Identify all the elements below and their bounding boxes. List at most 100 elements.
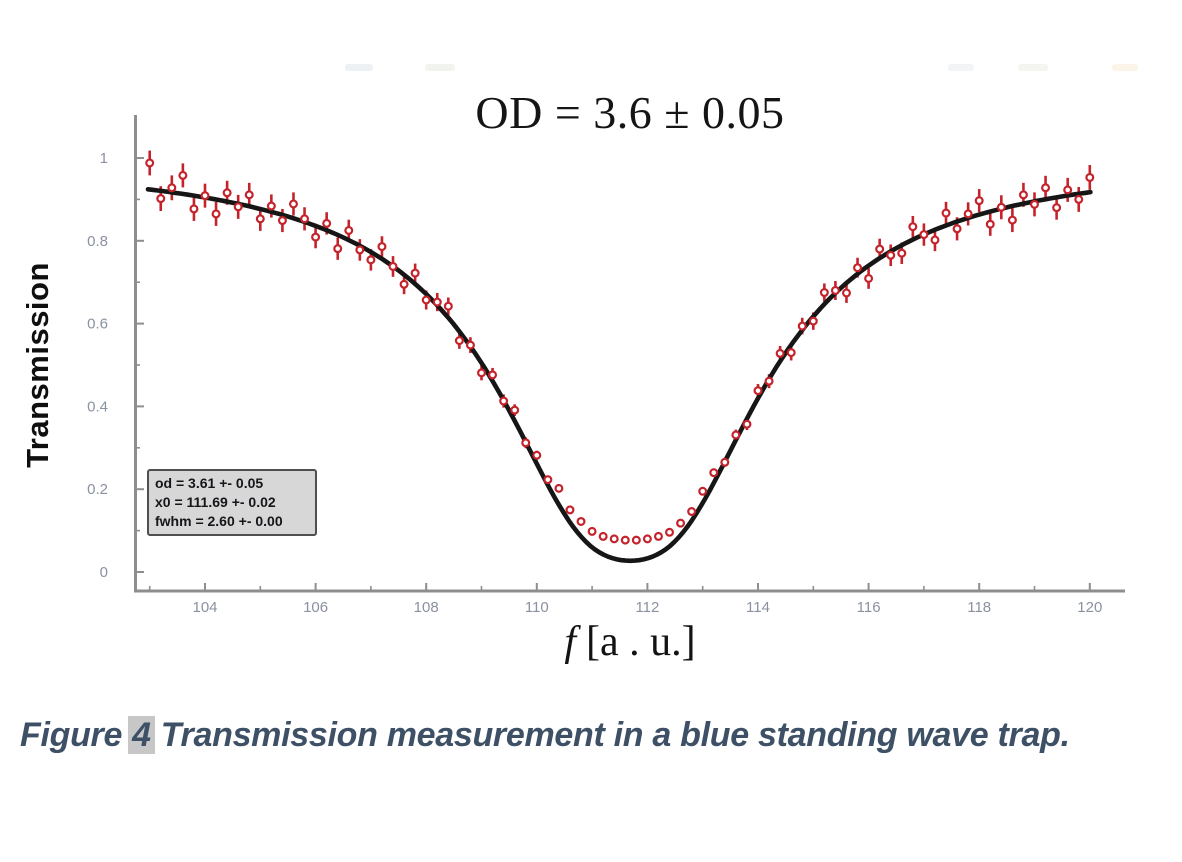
svg-text:120: 120 <box>1077 599 1102 616</box>
data-point <box>1041 183 1051 193</box>
data-point <box>432 297 442 307</box>
svg-text:110: 110 <box>525 599 549 616</box>
cropped-text-artifact <box>1112 64 1138 71</box>
axes: 0 0.2 0.4 0.6 0.8 1 104 106 108 110 112 114 116 118 12… <box>87 115 1125 616</box>
data-point <box>300 214 310 224</box>
data-point <box>908 222 918 232</box>
fit-results-box: od = 3.61 +- 0.05 x0 = 111.69 +- 0.02 fw… <box>147 469 317 536</box>
data-point <box>454 336 464 346</box>
data-point <box>609 534 619 544</box>
data-point <box>499 396 509 406</box>
svg-text:118: 118 <box>967 599 991 616</box>
data-point <box>1029 199 1039 209</box>
svg-text:1: 1 <box>100 150 108 167</box>
data-point <box>941 208 951 218</box>
data-point <box>864 273 874 283</box>
data-point <box>786 348 796 358</box>
data-point <box>443 301 453 311</box>
data-point <box>830 285 840 295</box>
data-point <box>985 219 995 229</box>
svg-text:0.8: 0.8 <box>87 233 108 250</box>
data-point <box>797 321 807 331</box>
svg-text:108: 108 <box>414 599 439 616</box>
data-point <box>1074 194 1084 204</box>
transmission-chart: 0 0.2 0.4 0.6 0.8 1 104 106 108 110 112 114 116 118 12… <box>87 115 1125 616</box>
svg-text:112: 112 <box>635 599 659 616</box>
data-point <box>421 295 431 305</box>
data-point <box>841 288 851 298</box>
data-point <box>620 535 630 545</box>
fit-fwhm-value: fwhm = 2.60 +- 0.00 <box>155 513 283 529</box>
data-point <box>222 188 232 198</box>
fit-x0-value: x0 = 111.69 +- 0.02 <box>155 494 276 510</box>
data-point <box>410 268 420 278</box>
data-point <box>698 486 708 496</box>
data-point <box>687 507 697 517</box>
plot-title: OD = 3.6 ± 0.05 <box>475 87 785 138</box>
data-point <box>1018 190 1028 200</box>
data-point <box>366 255 376 265</box>
data-point <box>377 242 387 252</box>
data-point <box>311 232 321 242</box>
data-point <box>598 531 608 541</box>
data-point <box>720 457 730 467</box>
caption-text: Transmission measurement in a blue stand… <box>160 716 1070 754</box>
data-point <box>753 386 763 396</box>
data-point <box>200 191 210 201</box>
svg-text:0.2: 0.2 <box>87 481 108 498</box>
data-point <box>532 450 542 460</box>
data-point <box>731 430 741 440</box>
figure-caption: Figure 4 Transmission measurement in a blu… <box>20 710 1136 761</box>
data-point <box>145 158 155 168</box>
data-point <box>742 419 752 429</box>
y-axis-label: Transmission <box>20 262 55 468</box>
frequency-symbol: f <box>564 619 577 665</box>
frequency-unit: [a . u.] <box>586 619 696 665</box>
data-point <box>853 263 863 273</box>
data-point <box>244 190 254 200</box>
svg-text:104: 104 <box>192 599 217 616</box>
fit-od-value: od = 3.61 +- 0.05 <box>155 475 264 491</box>
data-point <box>996 202 1006 212</box>
svg-text:114: 114 <box>746 599 770 616</box>
data-point <box>178 170 188 180</box>
data-point <box>156 194 166 204</box>
data-point <box>1063 185 1073 195</box>
data-points <box>145 158 1095 545</box>
data-point <box>875 244 885 254</box>
figure-number-highlight: 4 <box>128 716 155 754</box>
data-point <box>919 230 929 240</box>
data-point <box>189 204 199 214</box>
data-point <box>211 209 221 219</box>
data-point <box>322 218 332 228</box>
caption-prefix: Figure <box>20 716 123 754</box>
data-point <box>554 483 564 493</box>
data-point <box>886 250 896 260</box>
data-point <box>819 288 829 298</box>
data-point <box>974 196 984 206</box>
data-point <box>255 214 265 224</box>
data-point <box>388 261 398 271</box>
data-point <box>653 531 663 541</box>
data-point <box>266 201 276 211</box>
cropped-text-artifact <box>345 64 373 71</box>
data-point <box>333 244 343 254</box>
data-point <box>355 245 365 255</box>
data-point <box>930 235 940 245</box>
data-point <box>709 468 719 478</box>
data-point <box>477 368 487 378</box>
data-point <box>775 348 785 358</box>
data-point <box>465 340 475 350</box>
svg-text:116: 116 <box>857 599 881 616</box>
data-point <box>587 526 597 536</box>
data-point <box>1007 215 1017 225</box>
data-point <box>233 202 243 212</box>
svg-text:106: 106 <box>303 599 328 616</box>
cropped-text-artifact <box>425 64 455 71</box>
data-point <box>543 475 553 485</box>
x-axis-label: f [a . u.] <box>135 618 1125 666</box>
data-point <box>521 438 531 448</box>
data-point <box>1052 203 1062 213</box>
data-point <box>1085 172 1095 182</box>
